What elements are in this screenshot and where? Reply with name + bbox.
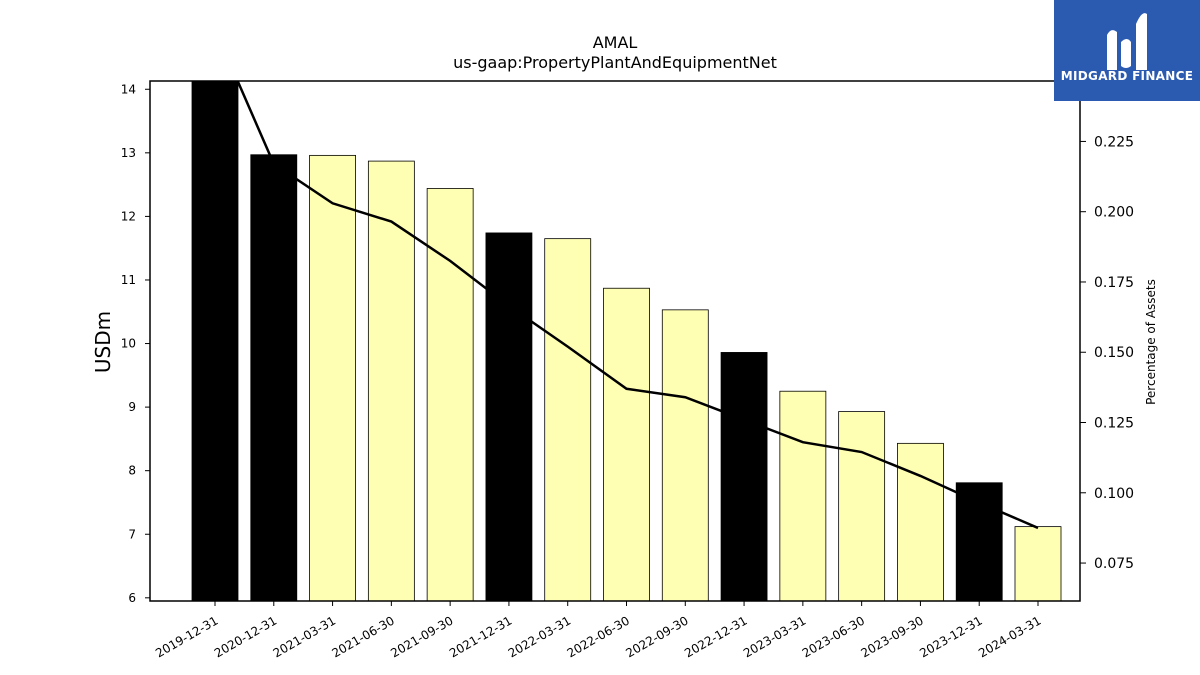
bar-2021-09-30 — [426, 188, 474, 602]
x-tick-label: 2020-12-31 — [212, 613, 279, 660]
y-axis-right: 0.075 0.100 0.125 0.150 0.175 0.200 0.225 — [1080, 134, 1134, 572]
brand-logo-text: MIDGARD FINANCE — [1060, 69, 1194, 83]
x-tick-label: 2022-12-31 — [682, 613, 749, 660]
y-tick-label: 13 — [121, 146, 136, 160]
bar-2020-12-31 — [250, 154, 298, 602]
y2-tick-label: 0.100 — [1094, 486, 1134, 502]
y2-axis-label: Percentage of Assets — [1144, 279, 1158, 405]
y-tick-label: 12 — [121, 209, 136, 223]
x-tick-label: 2021-03-31 — [271, 613, 338, 660]
x-tick-label: 2023-12-31 — [917, 613, 984, 660]
x-axis: 2019-12-312020-12-312021-03-312021-06-30… — [153, 601, 1044, 660]
bar-2024-03-31 — [1014, 526, 1062, 602]
brand-logo: MIDGARD FINANCE — [1054, 0, 1200, 101]
x-tick-label: 2024-03-31 — [976, 613, 1043, 660]
plot-frame — [149, 80, 1081, 602]
y-tick-label: 9 — [128, 400, 136, 414]
y2-tick-label: 0.125 — [1094, 416, 1134, 432]
x-tick-label: 2021-06-30 — [329, 613, 396, 660]
y-tick-label: 6 — [128, 591, 136, 605]
bar-2023-03-31 — [779, 390, 827, 602]
bar-2019-12-31 — [191, 80, 239, 602]
bar-2023-12-31 — [955, 482, 1003, 602]
x-tick-label: 2021-09-30 — [388, 613, 455, 660]
percentage-of-assets-line — [236, 80, 1039, 530]
y2-tick-label: 0.075 — [1094, 556, 1134, 572]
bar-2022-06-30 — [603, 287, 650, 602]
y2-tick-label: 0.175 — [1094, 275, 1134, 291]
bar-2021-03-31 — [309, 154, 356, 602]
line-layer — [236, 80, 1039, 530]
chart-subtitle: us-gaap:PropertyPlantAndEquipmentNet — [453, 53, 777, 72]
bar-2021-06-30 — [367, 160, 415, 602]
y-axis-label: USDm — [91, 311, 115, 373]
x-tick-label: 2019-12-31 — [153, 613, 220, 660]
bar-2021-12-31 — [485, 232, 533, 602]
bar-2023-09-30 — [897, 442, 944, 602]
y2-tick-label: 0.225 — [1094, 134, 1134, 150]
y-tick-label: 7 — [128, 527, 136, 541]
x-tick-label: 2021-12-31 — [447, 613, 514, 660]
bar-2022-12-31 — [720, 352, 768, 602]
x-tick-label: 2022-06-30 — [565, 613, 632, 660]
y-tick-label: 8 — [128, 464, 136, 478]
y2-tick-label: 0.150 — [1094, 345, 1134, 361]
y-axis-left: 6 7 8 9 10 11 12 13 14 — [121, 82, 150, 605]
x-tick-label: 2022-03-31 — [506, 613, 573, 660]
chart-title: AMAL — [593, 33, 638, 52]
y2-tick-label: 0.200 — [1094, 205, 1134, 221]
x-tick-label: 2022-09-30 — [623, 613, 690, 660]
bar-2022-03-31 — [544, 238, 592, 602]
x-tick-label: 2023-03-31 — [741, 613, 808, 660]
bar-2023-06-30 — [838, 411, 886, 602]
bars-layer — [191, 80, 1062, 602]
bar-2022-09-30 — [661, 309, 709, 602]
x-tick-label: 2023-09-30 — [859, 613, 926, 660]
y-tick-label: 11 — [121, 273, 136, 287]
y-tick-label: 10 — [121, 337, 136, 351]
x-tick-label: 2023-06-30 — [800, 613, 867, 660]
midgard-mh-logo-icon — [1107, 13, 1147, 70]
y-tick-label: 14 — [121, 82, 136, 96]
